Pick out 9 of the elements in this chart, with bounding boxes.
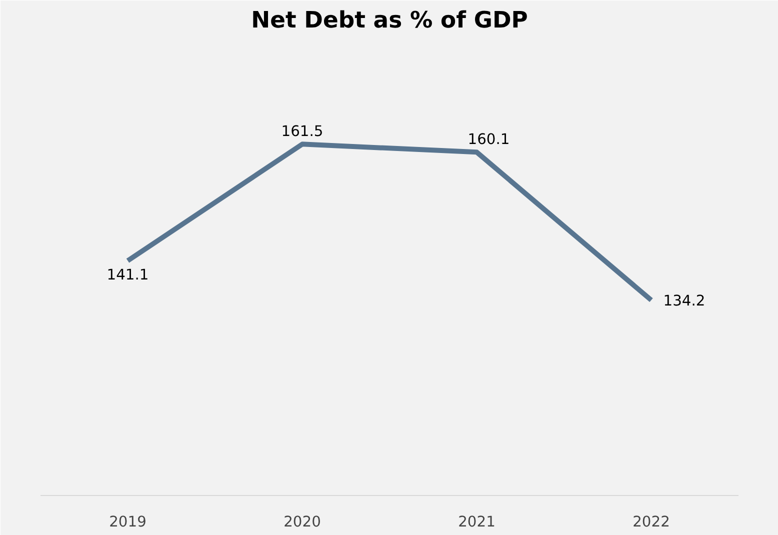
- data-label: 141.1: [106, 266, 149, 284]
- x-tick-label: 2021: [458, 514, 496, 530]
- x-tick-label: 2019: [109, 514, 146, 530]
- data-label: 160.1: [468, 131, 510, 148]
- x-tick-label: 2020: [284, 514, 321, 530]
- data-label: 134.2: [663, 292, 706, 310]
- chart-title: Net Debt as % of GDP: [251, 8, 528, 34]
- x-tick-label: 2022: [632, 514, 670, 530]
- data-label: 161.5: [281, 123, 324, 140]
